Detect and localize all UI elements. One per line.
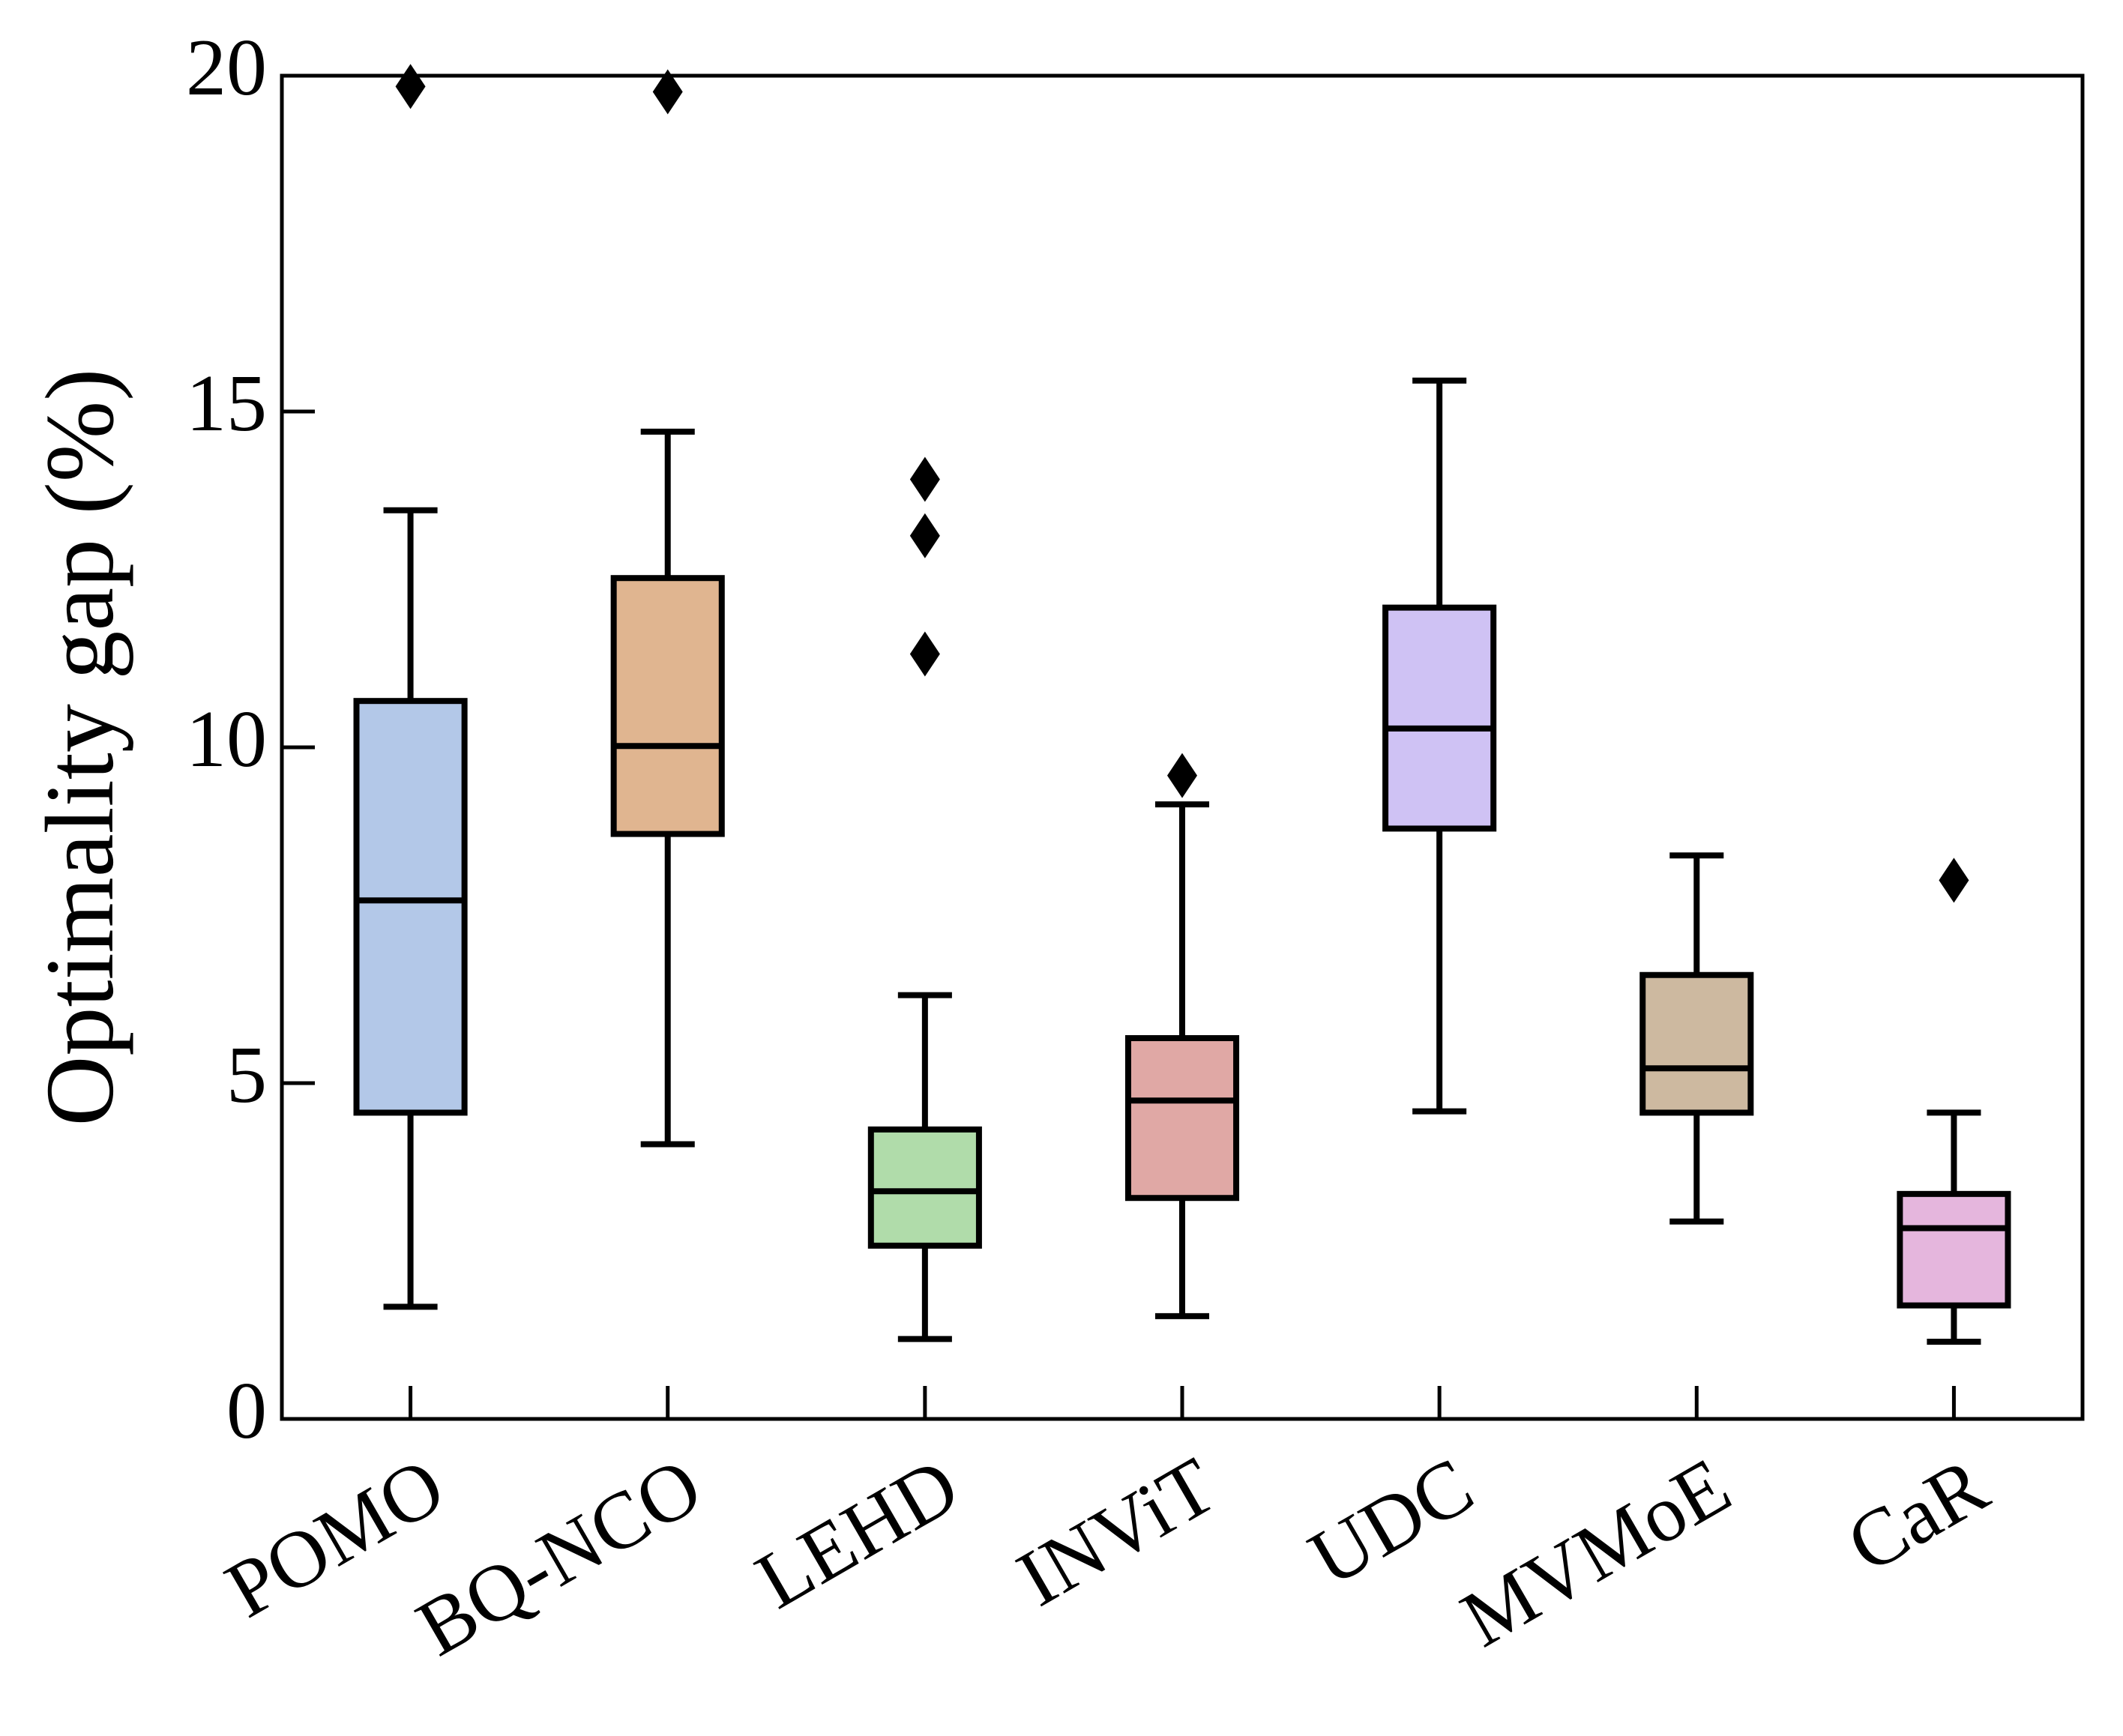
outlier [909, 513, 940, 558]
outlier [1167, 753, 1197, 798]
x-tick-label: INViT [1003, 1441, 1230, 1624]
x-tick-label: BQ-NCO [403, 1441, 716, 1673]
box [1124, 1034, 1240, 1202]
box [353, 698, 468, 1116]
x-tick-label: LEHD [741, 1441, 973, 1626]
y-tick-label: 20 [186, 23, 267, 112]
x-tick-label: CaR [1833, 1441, 2002, 1590]
box [867, 1126, 982, 1249]
box [1382, 604, 1497, 832]
box [610, 575, 725, 837]
outlier [652, 69, 683, 115]
outlier [1939, 858, 1969, 903]
y-axis-label: Optimality gap (%) [26, 369, 134, 1127]
box [1897, 1190, 2011, 1309]
x-tick-label: MVMoE [1447, 1441, 1744, 1664]
plot-frame [280, 73, 2085, 1421]
outlier [909, 456, 940, 502]
y-tick-label: 0 [226, 1366, 267, 1456]
y-tick-label: 15 [186, 359, 267, 448]
outlier [395, 64, 426, 109]
box [1639, 971, 1754, 1116]
outlier [909, 631, 940, 677]
y-tick-label: 5 [226, 1031, 267, 1120]
y-tick-label: 10 [186, 695, 267, 784]
x-tick-label: UDC [1295, 1441, 1488, 1603]
